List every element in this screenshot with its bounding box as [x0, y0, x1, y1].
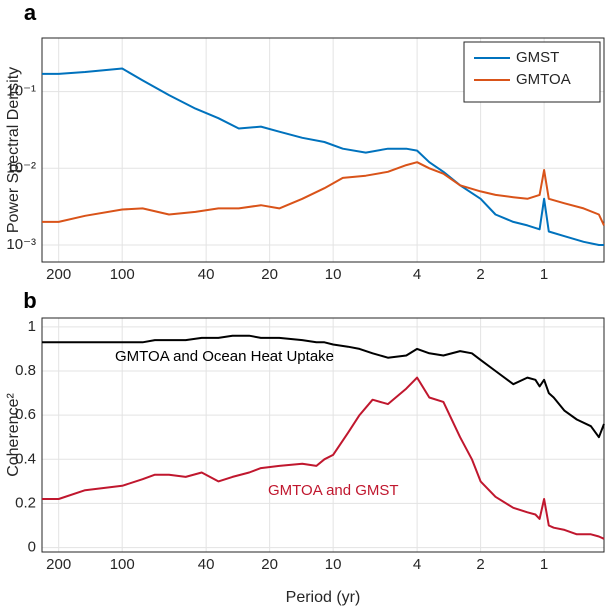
y-tick-label: 0: [28, 539, 36, 556]
x-tick-label: 40: [198, 266, 215, 283]
panel-label: b: [23, 288, 36, 313]
axes-frame: [41, 37, 605, 263]
x-tick-label: 4: [413, 556, 421, 573]
x-tick-label: 200: [46, 556, 71, 573]
axes-frame: [41, 317, 605, 553]
x-tick-label: 2: [476, 266, 484, 283]
y-tick-label: 10⁻¹: [6, 83, 36, 100]
x-tick-label: 20: [261, 556, 278, 573]
y-tick-label: 0.6: [15, 406, 36, 423]
series-line: [42, 334, 605, 439]
x-tick-label: 100: [110, 266, 135, 283]
series-line: [42, 67, 604, 246]
legend-box: [463, 41, 601, 103]
x-axis-label: Period (yr): [286, 589, 361, 606]
x-tick-label: 1: [540, 266, 548, 283]
panel-label: a: [24, 0, 37, 25]
x-tick-label: 20: [261, 266, 278, 283]
x-tick-label: 40: [198, 556, 215, 573]
series-label: GMTOA and Ocean Heat Uptake: [115, 348, 334, 365]
y-tick-label: 10⁻²: [6, 159, 36, 176]
y-tick-label: 1: [28, 318, 36, 335]
y-tick-label: 10⁻³: [6, 236, 36, 253]
series-label: GMTOA and GMST: [268, 482, 399, 499]
x-tick-label: 100: [110, 556, 135, 573]
x-tick-label: 200: [46, 266, 71, 283]
y-tick-label: 0.2: [15, 494, 36, 511]
legend-label: GMTOA: [516, 71, 571, 88]
y-tick-label: 0.8: [15, 362, 36, 379]
y-axis-label: Power Spectral Density: [5, 67, 22, 233]
x-tick-label: 1: [540, 556, 548, 573]
x-tick-label: 2: [476, 556, 484, 573]
series-line: [42, 161, 605, 226]
y-axis-label: Coherence²: [5, 393, 22, 477]
legend-label: GMST: [516, 49, 559, 66]
y-tick-label: 0.4: [15, 450, 36, 467]
x-tick-label: 4: [413, 266, 421, 283]
series-line: [42, 376, 605, 540]
x-tick-label: 10: [325, 266, 342, 283]
x-tick-label: 10: [325, 556, 342, 573]
